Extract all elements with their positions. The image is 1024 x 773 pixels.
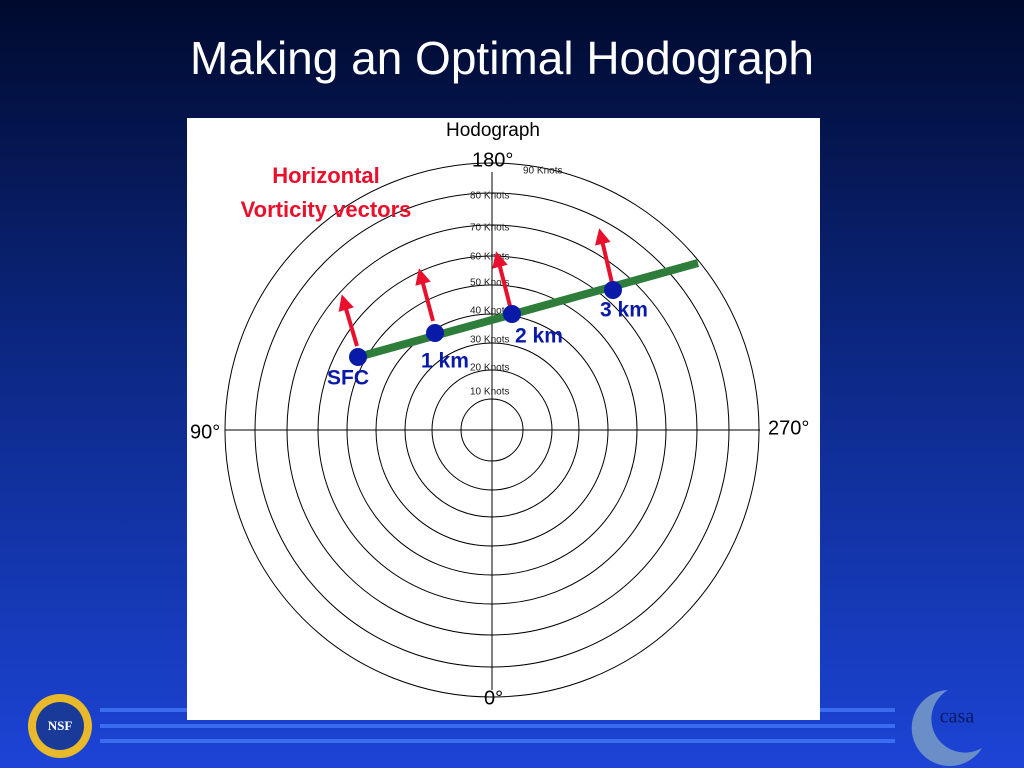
casa-logo: casa (911, 690, 982, 766)
logo-text: casa (940, 706, 975, 728)
point-label: 3 km (600, 299, 648, 322)
logo-text: NSF (48, 718, 73, 733)
ring-label: 30 Knots (470, 335, 509, 346)
slide-title: Making an Optimal Hodograph (190, 32, 814, 84)
points (349, 281, 622, 366)
ring-label: 40 Knots (470, 306, 509, 317)
ring-label: 80 Knots (470, 191, 509, 202)
point-label: SFC (327, 367, 369, 390)
point-label: 2 km (515, 325, 563, 348)
ring-label: 60 Knots (470, 252, 509, 263)
hodograph-title: Hodograph (446, 120, 540, 141)
ring-label: 90 Knots (523, 166, 562, 177)
direction-label: 90° (190, 421, 220, 443)
hodograph-panel (187, 118, 820, 720)
ring-label: 50 Knots (470, 278, 509, 289)
ring-label: 20 Knots (470, 363, 509, 374)
direction-label: 0° (484, 687, 503, 709)
nsf-logo: NSF (28, 694, 92, 758)
ring-label: 10 Knots (470, 387, 509, 398)
direction-label: 180° (472, 149, 513, 171)
shear-line (356, 259, 700, 361)
annotation: Horizontal (272, 163, 380, 188)
vorticity-arrows (338, 228, 614, 347)
annotation: Vorticity vectors (241, 197, 412, 222)
ring-label: 70 Knots (470, 223, 509, 234)
direction-label: 270° (768, 417, 809, 439)
point-label: 1 km (421, 350, 469, 373)
